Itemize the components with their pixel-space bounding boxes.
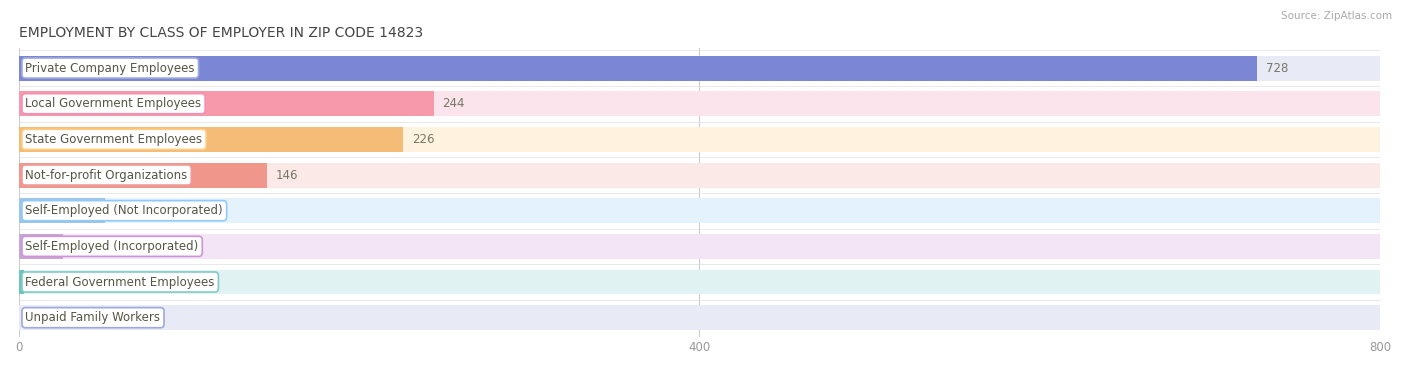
Text: State Government Employees: State Government Employees <box>25 133 202 146</box>
Text: Federal Government Employees: Federal Government Employees <box>25 276 215 288</box>
Bar <box>18 55 1257 81</box>
Bar <box>18 162 267 187</box>
Text: 244: 244 <box>443 97 465 110</box>
Text: Local Government Employees: Local Government Employees <box>25 97 201 110</box>
Text: 146: 146 <box>276 169 298 182</box>
Bar <box>18 162 1379 187</box>
Bar <box>18 270 24 294</box>
Text: Private Company Employees: Private Company Employees <box>25 61 195 75</box>
Bar <box>18 234 1379 259</box>
Bar <box>18 91 1379 116</box>
Bar <box>18 198 105 223</box>
Text: Source: ZipAtlas.com: Source: ZipAtlas.com <box>1281 11 1392 21</box>
Bar <box>18 127 1379 152</box>
Text: 51: 51 <box>114 204 129 217</box>
Bar <box>18 91 434 116</box>
Text: Unpaid Family Workers: Unpaid Family Workers <box>25 311 160 324</box>
Bar <box>18 127 404 152</box>
Text: 728: 728 <box>1265 61 1288 75</box>
Text: Self-Employed (Not Incorporated): Self-Employed (Not Incorporated) <box>25 204 224 217</box>
Bar <box>18 270 1379 294</box>
Text: Self-Employed (Incorporated): Self-Employed (Incorporated) <box>25 240 198 253</box>
Bar <box>18 234 63 259</box>
Text: 0: 0 <box>32 311 39 324</box>
Text: EMPLOYMENT BY CLASS OF EMPLOYER IN ZIP CODE 14823: EMPLOYMENT BY CLASS OF EMPLOYER IN ZIP C… <box>18 26 423 40</box>
Text: 3: 3 <box>32 276 39 288</box>
Bar <box>18 305 1379 330</box>
Text: 226: 226 <box>412 133 434 146</box>
Bar <box>18 198 1379 223</box>
Bar <box>18 55 1379 81</box>
Text: Not-for-profit Organizations: Not-for-profit Organizations <box>25 169 188 182</box>
Text: 26: 26 <box>72 240 86 253</box>
